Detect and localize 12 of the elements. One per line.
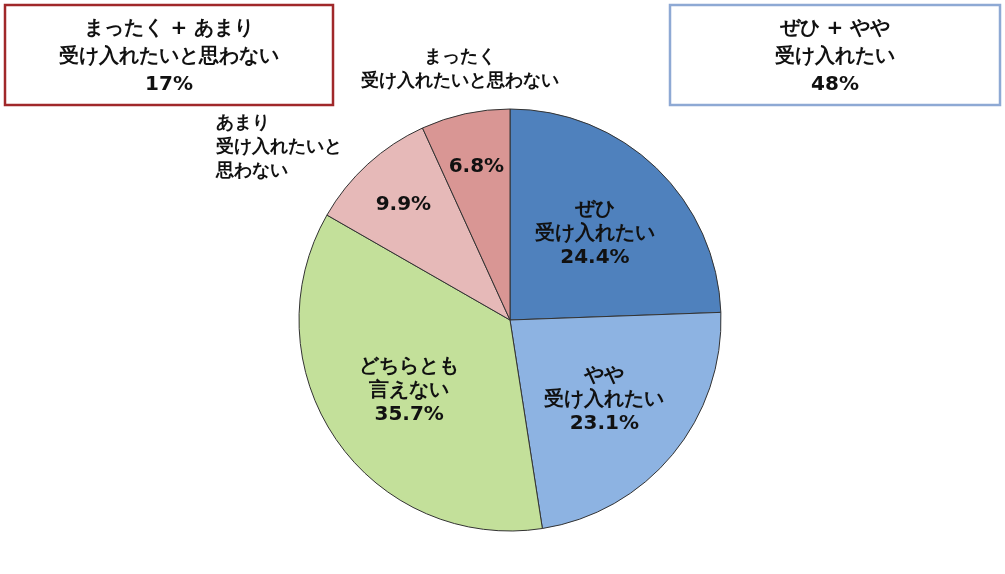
data-label: 6.8% (448, 153, 505, 178)
data-label: 9.9% (375, 191, 432, 216)
data-label: 23.1% (569, 409, 640, 434)
slice-label: ぜひ受け入れたい (534, 195, 655, 244)
slice-label: やや受け入れたい (544, 361, 665, 410)
data-label: 24.4% (560, 243, 630, 268)
text: ぜひ + やや受け入れたい48% (775, 15, 895, 95)
slice-label: どちらとも言えない (359, 353, 460, 402)
data-label: 35.7% (374, 401, 444, 426)
slice-label: まったく受け入れたいと思わない (360, 44, 559, 90)
slice-label: あまり受け入れたいと思わない (215, 110, 343, 180)
text: まったく + あまり受け入れたいと思わない17% (59, 15, 279, 95)
